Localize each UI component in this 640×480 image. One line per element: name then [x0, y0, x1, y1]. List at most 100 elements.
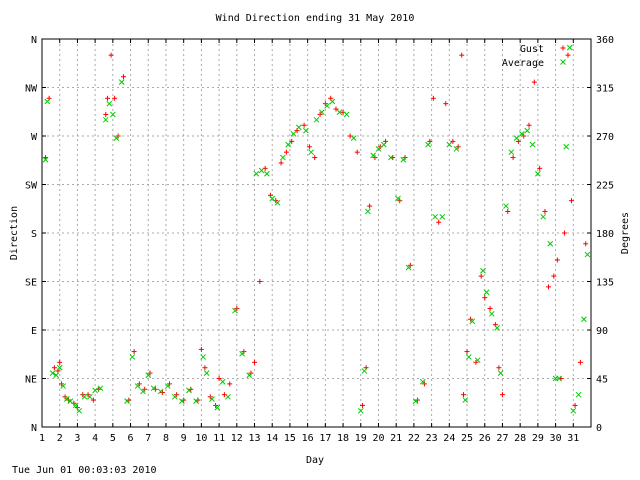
gust-point [496, 365, 502, 371]
average-point [295, 124, 302, 131]
average-point [432, 213, 439, 220]
gust-point [537, 165, 543, 171]
average-point [186, 387, 192, 394]
gust-point [278, 160, 284, 166]
average-point [225, 393, 231, 400]
average-point [469, 318, 476, 325]
gust-point [306, 144, 312, 150]
y-tick-label-right: 0 [596, 423, 602, 434]
average-point [113, 135, 120, 142]
y-tick-label-right: 180 [596, 229, 614, 240]
average-point [494, 324, 500, 331]
y-axis-left: N NE E SE S SW W NW N [25, 35, 46, 434]
x-tick-label: 1 [39, 433, 45, 444]
x-tick-label: 3 [74, 433, 80, 444]
gust-point [367, 203, 373, 209]
average-point [556, 375, 562, 382]
x-tick-label: 10 [195, 433, 207, 444]
average-point [246, 372, 253, 379]
average-point [124, 398, 130, 404]
gust-point [487, 305, 493, 311]
legend-marker-gust [560, 45, 566, 51]
average-point [86, 393, 93, 400]
gust-point [312, 155, 318, 161]
average-point [324, 102, 330, 109]
average-point [357, 407, 364, 414]
gust-point [257, 279, 263, 284]
average-point [581, 316, 587, 323]
average-point [535, 170, 541, 177]
average-point [318, 109, 325, 116]
average-point [519, 130, 525, 137]
gust-point [430, 95, 436, 101]
y-axis-label-left: Direction [9, 206, 20, 260]
average-point [42, 156, 49, 163]
x-tick-label: 30 [550, 433, 562, 444]
y-tick-label-left: W [31, 132, 38, 143]
gust-point [202, 365, 208, 371]
y-axis-right: 0 45 90 135 180 225 270 315 360 [587, 35, 614, 434]
average-point [264, 170, 270, 177]
average-point [575, 391, 582, 398]
data-series [42, 44, 591, 414]
series-average [42, 44, 591, 414]
gust-point [436, 219, 442, 225]
average-point [465, 354, 472, 360]
average-point [361, 368, 368, 374]
x-tick-label: 8 [163, 433, 169, 444]
timestamp-footer: Tue Jun 01 00:03:03 2010 [12, 465, 157, 476]
average-point [145, 372, 152, 379]
average-point [232, 307, 238, 314]
x-tick-label: 6 [128, 433, 134, 444]
average-point [488, 310, 495, 317]
average-point [350, 135, 357, 142]
average-point [164, 383, 171, 389]
x-tick-label: 14 [266, 433, 278, 444]
x-tick-label: 31 [567, 433, 579, 444]
gust-point [482, 295, 488, 301]
average-point [97, 385, 104, 392]
average-point [76, 407, 83, 414]
x-tick-label: 13 [248, 433, 260, 444]
gust-point [103, 111, 109, 117]
y-tick-label-left: N [31, 35, 37, 46]
x-tick-label: 29 [532, 433, 544, 444]
gust-point [227, 381, 233, 387]
average-point [200, 354, 207, 360]
x-tick-label: 17 [319, 433, 331, 444]
x-tick-label: 18 [337, 433, 349, 444]
average-point [150, 385, 157, 392]
average-point [483, 289, 490, 296]
gust-point [112, 95, 118, 101]
average-point [140, 388, 146, 395]
average-point [529, 141, 536, 148]
average-point [453, 146, 460, 152]
average-point [563, 143, 570, 150]
gust-point [499, 392, 505, 398]
x-tick-label: 5 [110, 433, 116, 444]
gust-point [554, 257, 560, 263]
x-tick-label: 9 [181, 433, 187, 444]
gust-point [360, 402, 366, 408]
y-tick-label-right: 45 [596, 375, 608, 386]
legend-marker-average [560, 59, 566, 65]
average-point [395, 195, 401, 202]
x-tick-label: 12 [231, 433, 243, 444]
average-point [67, 398, 74, 404]
average-point [524, 127, 531, 134]
average-point [60, 383, 67, 389]
y-tick-label-right: 135 [596, 278, 614, 289]
average-point [53, 372, 60, 379]
average-point [508, 149, 515, 156]
gust-point [460, 392, 466, 398]
average-point [193, 398, 199, 404]
average-point [274, 199, 281, 206]
legend: Gust Average [502, 44, 566, 69]
y-tick-label-left: S [31, 229, 37, 240]
average-point [129, 354, 136, 360]
legend-label-gust: Gust [520, 44, 544, 55]
average-point [81, 393, 88, 400]
average-point [258, 167, 265, 174]
y-tick-label-left: NE [25, 375, 37, 386]
